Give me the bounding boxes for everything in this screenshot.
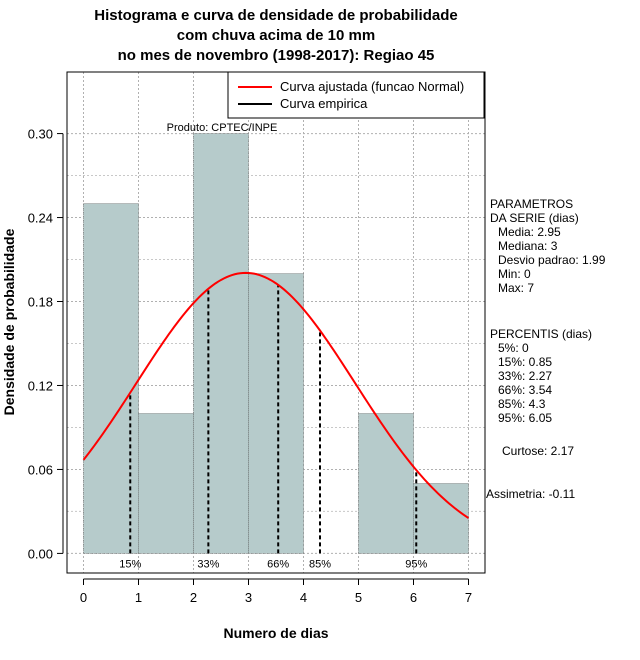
parametros-panel: PARAMETROS DA SERIE (dias) Media: 2.95 M… <box>490 197 606 295</box>
annotation-produto: Produto: CPTEC/INPE <box>167 122 278 134</box>
y-tick-label-5: 0.30 <box>28 127 53 142</box>
x-tick-label-7: 7 <box>465 590 472 605</box>
legend-empirical-label: Curva empirica <box>280 96 368 111</box>
param-min: Min: 0 <box>498 267 531 281</box>
histogram-bar-2 <box>193 133 249 554</box>
x-tick-label-0: 0 <box>80 590 87 605</box>
percentil-5: 5%: 0 <box>498 341 529 355</box>
shape-stats-panel: Curtose: 2.17 Assimetria: -0.11 <box>486 444 575 501</box>
param-max: Max: 7 <box>498 281 534 295</box>
histogram-bar-5 <box>358 413 414 554</box>
histogram-bar-6 <box>413 483 469 554</box>
y-tick-label-2: 0.12 <box>28 378 53 393</box>
x-tick-label-6: 6 <box>410 590 417 605</box>
y-tick-label-1: 0.06 <box>28 462 53 477</box>
parametros-header-2: DA SERIE (dias) <box>490 211 579 225</box>
percentil-85: 85%: 4.3 <box>498 397 546 411</box>
percentile-label-95: 95% <box>405 558 427 570</box>
chart-title-line-3: no mes de novembro (1998-2017): Regiao 4… <box>118 47 435 64</box>
percentile-label-15: 15% <box>119 558 141 570</box>
legend: Curva ajustada (funcao Normal) Curva emp… <box>227 71 485 119</box>
histogram-bar-3 <box>248 273 304 554</box>
x-tick-label-2: 2 <box>190 590 197 605</box>
stat-assimetria: Assimetria: -0.11 <box>486 487 575 501</box>
histogram-bar-1 <box>138 413 194 554</box>
y-tick-label-0: 0.00 <box>28 546 53 561</box>
y-tick-label-4: 0.24 <box>28 211 53 226</box>
percentis-panel: PERCENTIS (dias) 5%: 0 15%: 0.85 33%: 2.… <box>490 327 592 425</box>
y-axis: 0.00 0.06 0.12 0.18 0.24 0.30 <box>28 127 64 561</box>
stat-curtose: Curtose: 2.17 <box>502 444 574 458</box>
parametros-header-1: PARAMETROS <box>490 197 573 211</box>
histogram-bars <box>83 133 469 554</box>
param-mediana: Mediana: 3 <box>498 239 558 253</box>
percentil-33: 33%: 2.27 <box>498 369 552 383</box>
chart-title-line-2: com chuva acima de 10 mm <box>177 27 375 44</box>
percentil-95: 95%: 6.05 <box>498 411 552 425</box>
param-media: Media: 2.95 <box>498 225 561 239</box>
percentile-label-33: 33% <box>197 558 219 570</box>
legend-fitted-label: Curva ajustada (funcao Normal) <box>280 79 464 94</box>
fitted-normal-curve <box>82 271 470 519</box>
percentile-label-85: 85% <box>309 558 331 570</box>
x-tick-label-1: 1 <box>135 590 142 605</box>
percentile-label-66: 66% <box>267 558 289 570</box>
percentil-66: 66%: 3.54 <box>498 383 552 397</box>
x-tick-label-5: 5 <box>355 590 362 605</box>
y-tick-label-3: 0.18 <box>28 295 53 310</box>
percentile-lines: 15% 33% 66% 85% 95% <box>119 284 427 570</box>
x-tick-label-3: 3 <box>245 590 252 605</box>
param-desvio: Desvio padrao: 1.99 <box>498 253 606 267</box>
percentil-15: 15%: 0.85 <box>498 355 552 369</box>
x-axis-title: Numero de dias <box>223 625 328 641</box>
x-axis: 0 1 2 3 4 5 6 7 <box>80 578 472 605</box>
percentis-header: PERCENTIS (dias) <box>490 327 592 341</box>
legend-box <box>227 71 485 119</box>
x-tick-label-4: 4 <box>300 590 307 605</box>
y-axis-title: Densidade de probabilidade <box>1 228 17 415</box>
chart-title-line-1: Histograma e curva de densidade de proba… <box>94 7 457 24</box>
